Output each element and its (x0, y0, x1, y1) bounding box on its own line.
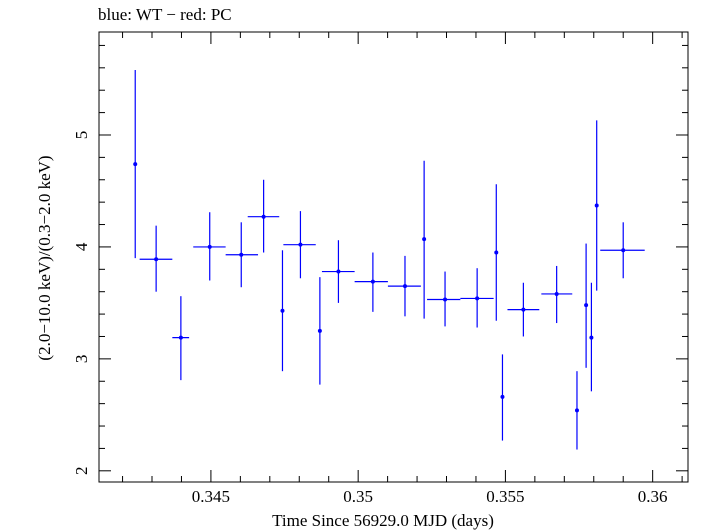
data-points (133, 70, 645, 450)
data-point (354, 252, 388, 312)
data-marker (500, 394, 505, 399)
axis-ticks: 0.345 0.35 0.355 0.36 2 3 4 5 (72, 32, 688, 506)
x-tick-label: 0.345 (192, 487, 230, 506)
data-point (460, 268, 494, 328)
chart-title: blue: WT − red: PC (98, 5, 232, 24)
data-point (427, 271, 461, 327)
data-point (193, 212, 226, 281)
data-point (589, 282, 594, 392)
data-point (422, 160, 427, 319)
data-marker (370, 279, 375, 284)
data-point (600, 222, 645, 279)
x-tick-label: 0.36 (638, 487, 668, 506)
data-point (507, 282, 540, 337)
data-marker (422, 237, 427, 242)
data-marker (574, 408, 579, 413)
data-point (541, 265, 573, 324)
data-point (283, 211, 316, 279)
data-marker (261, 214, 266, 219)
data-point (387, 255, 421, 317)
data-marker (402, 284, 407, 289)
x-axis-label: Time Since 56929.0 MJD (days) (272, 511, 494, 530)
data-point (133, 70, 138, 259)
data-marker (443, 297, 448, 302)
data-marker (280, 308, 285, 313)
data-marker (584, 303, 589, 308)
data-point (584, 243, 589, 368)
data-marker (207, 244, 212, 249)
y-tick-label: 4 (72, 242, 91, 251)
x-tick-label: 0.35 (343, 487, 373, 506)
y-tick-label: 3 (72, 355, 91, 364)
y-tick-label: 5 (72, 131, 91, 140)
data-marker (178, 335, 183, 340)
data-point (247, 179, 280, 253)
y-tick-label: 2 (72, 467, 91, 476)
data-marker (621, 248, 626, 253)
data-marker (336, 269, 341, 274)
data-point (317, 277, 322, 385)
data-point (494, 184, 499, 321)
data-point (574, 371, 579, 450)
data-marker (298, 242, 303, 247)
data-marker (594, 203, 599, 208)
data-marker (239, 252, 244, 257)
data-marker (475, 296, 480, 301)
y-axis-label: (2.0−10.0 keV)/(0.3−2.0 keV) (35, 155, 54, 360)
data-point (139, 225, 173, 292)
data-marker (133, 162, 138, 167)
data-point (321, 240, 355, 303)
data-marker (589, 335, 594, 340)
data-marker (494, 250, 499, 255)
data-marker (521, 307, 526, 312)
data-point (280, 250, 285, 372)
data-marker (154, 257, 159, 262)
data-point (225, 222, 259, 288)
data-marker (317, 328, 322, 333)
x-tick-label: 0.355 (486, 487, 524, 506)
plot-frame (98, 31, 689, 483)
data-point (594, 120, 599, 291)
data-point (500, 354, 505, 441)
data-marker (554, 291, 559, 296)
data-point (172, 296, 190, 381)
